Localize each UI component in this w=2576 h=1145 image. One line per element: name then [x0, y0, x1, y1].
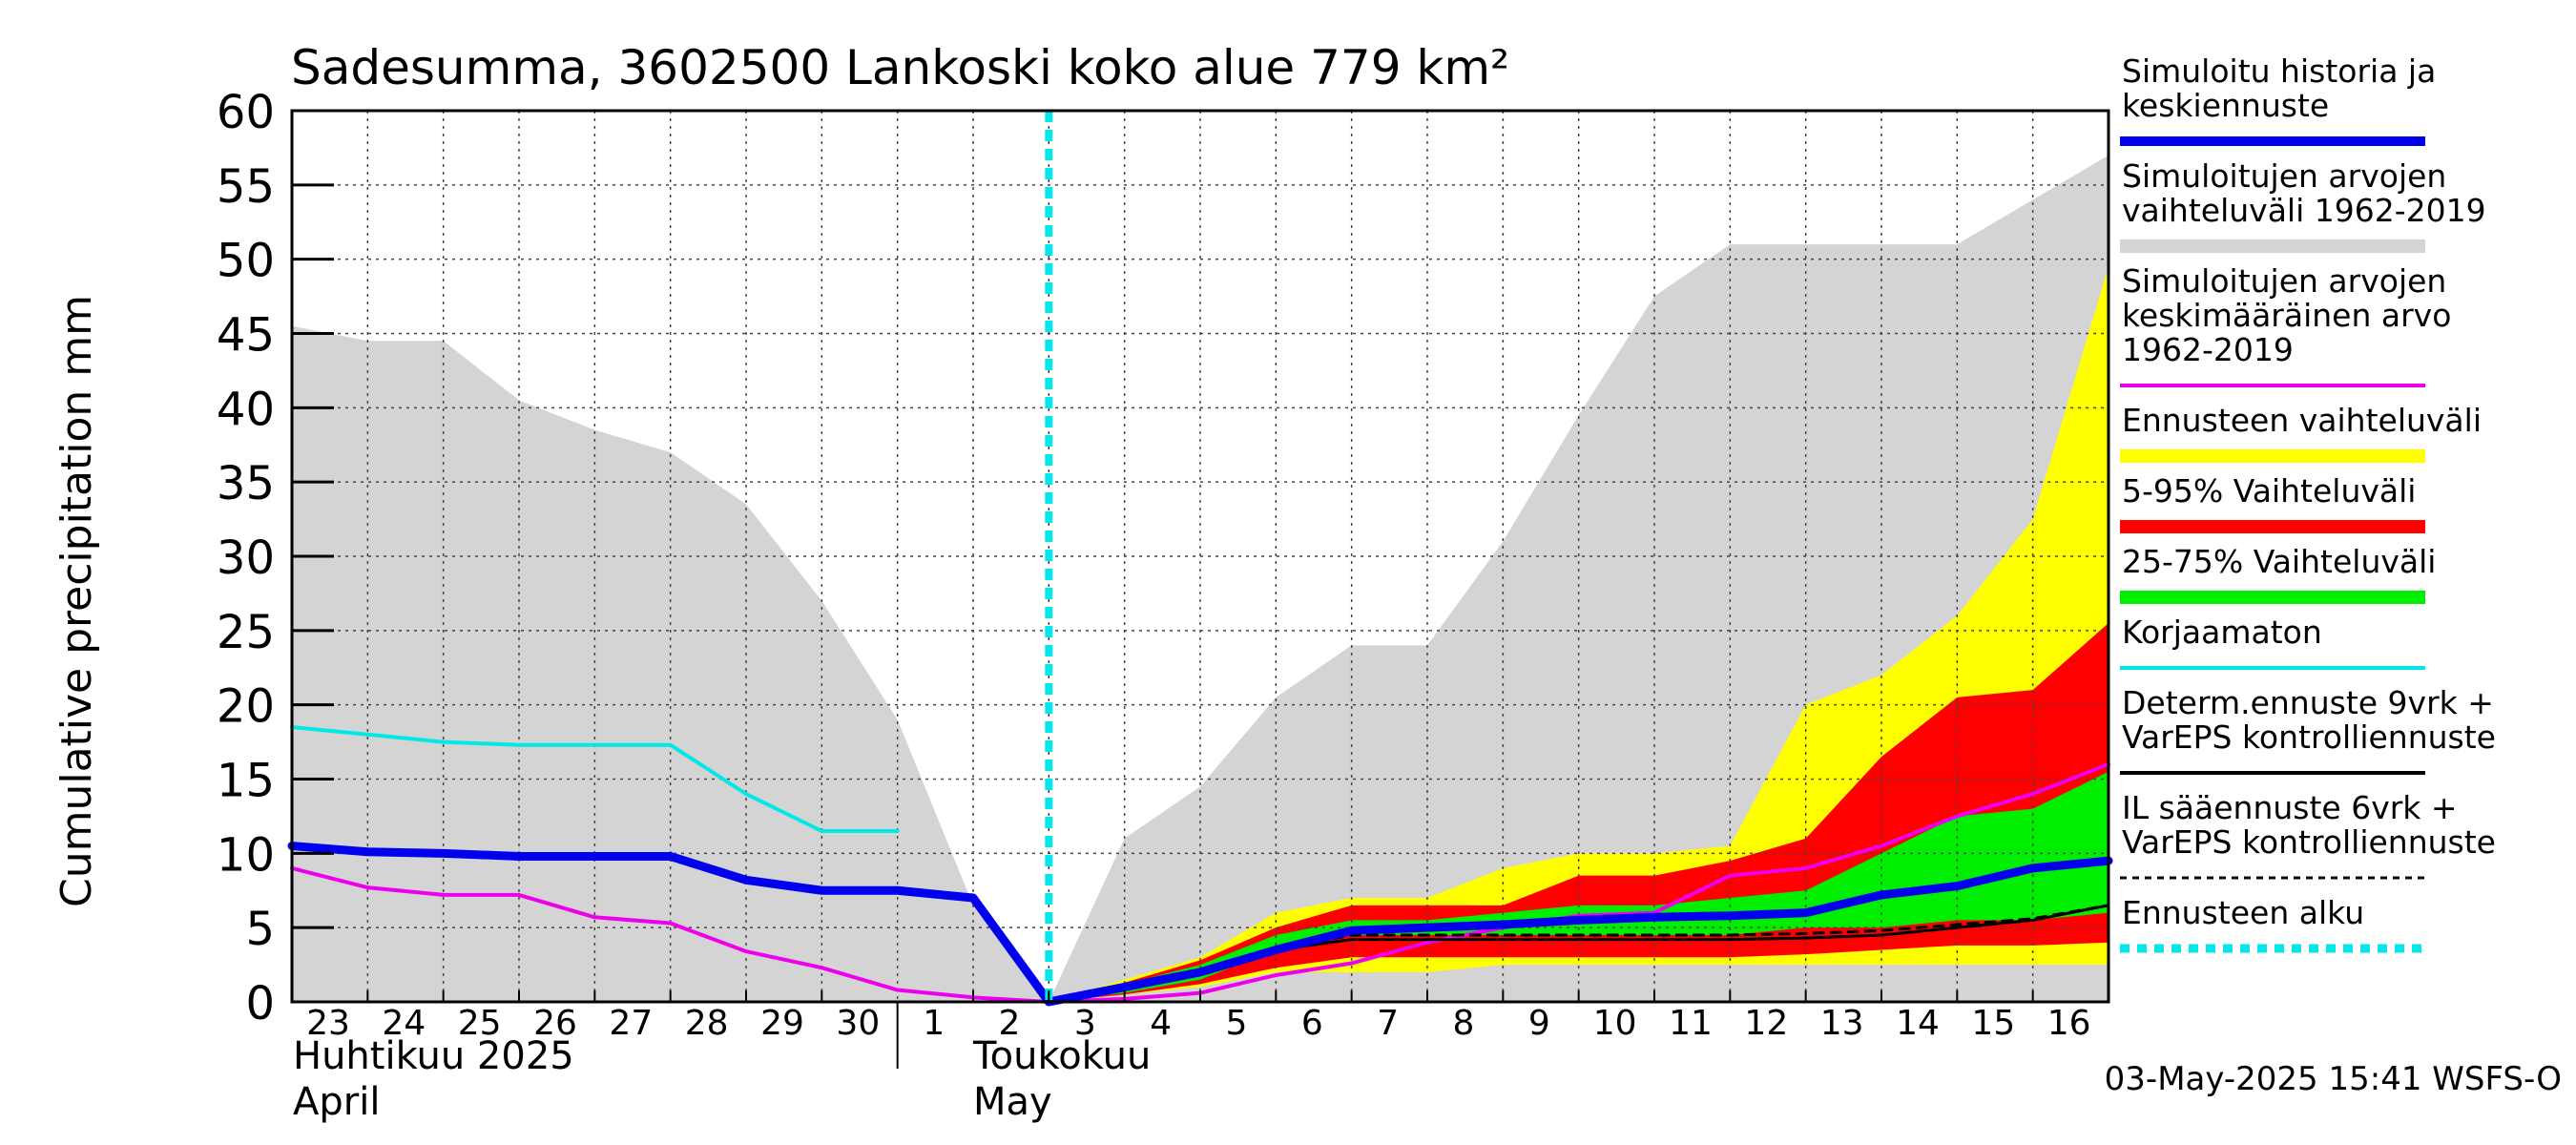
y-tick-label-45: 45	[217, 309, 275, 363]
y-tick-label-20: 20	[217, 680, 275, 734]
legend-label-line: Simuloitujen arvojen	[2122, 157, 2446, 195]
legend-label-line: Korjaamaton	[2122, 614, 2322, 651]
legend-label-line: VarEPS kontrolliennuste	[2122, 718, 2496, 756]
x-tick-label-10: 10	[1593, 1004, 1637, 1043]
legend-item-9: Ennusteen alku	[2120, 894, 2425, 953]
y-tick-label-30: 30	[217, 531, 275, 585]
legend-label-line: Ennusteen alku	[2122, 894, 2364, 931]
legend-item-8: IL sääennuste 6vrk + VarEPS kontrollienn…	[2120, 789, 2496, 880]
legend-label-line: vaihteluväli 1962-2019	[2122, 192, 2486, 229]
chart-title: Sadesumma, 3602500 Lankoski koko alue 77…	[291, 40, 1509, 95]
x-tick-label-13: 13	[1820, 1004, 1864, 1043]
x-tick-label-1: 1	[923, 1004, 945, 1043]
x-tick-label-7: 7	[1377, 1004, 1399, 1043]
x-tick-label-26: 26	[533, 1004, 577, 1043]
timestamp: 03-May-2025 15:41 WSFS-O	[2105, 1060, 2562, 1098]
x-tick-label-30: 30	[836, 1004, 880, 1043]
y-tick-label-0: 0	[245, 977, 275, 1030]
month-label-april-en: April	[293, 1080, 380, 1124]
y-axis-label: Cumulative precipitation mm	[52, 295, 101, 907]
x-tick-label-5: 5	[1226, 1004, 1248, 1043]
y-tick-label-60: 60	[217, 86, 275, 139]
x-tick-label-2: 2	[999, 1004, 1021, 1043]
month-label-may-en: May	[973, 1080, 1052, 1124]
legend-item-4: 5-95% Vaihteluväli	[2120, 472, 2425, 533]
x-tick-label-11: 11	[1669, 1004, 1713, 1043]
legend-label-line: IL sääennuste 6vrk +	[2122, 789, 2458, 826]
x-tick-label-4: 4	[1150, 1004, 1172, 1043]
legend-item-3: Ennusteen vaihteluväli	[2120, 402, 2482, 463]
x-tick-label-6: 6	[1301, 1004, 1323, 1043]
y-tick-label-15: 15	[217, 755, 275, 808]
x-tick-label-12: 12	[1744, 1004, 1788, 1043]
legend-label-line: Determ.ennuste 9vrk +	[2122, 684, 2494, 721]
month-label-may-fi: Toukokuu	[972, 1034, 1151, 1078]
legend-label-line: Simuloitu historia ja	[2122, 52, 2436, 90]
y-tick-label-50: 50	[217, 235, 275, 288]
x-tick-label-24: 24	[382, 1004, 426, 1043]
legend-item-7: Determ.ennuste 9vrk +VarEPS kontrollienn…	[2120, 684, 2496, 775]
x-tick-label-14: 14	[1896, 1004, 1940, 1043]
legend-label-line: 25-75% Vaihteluväli	[2122, 543, 2436, 580]
x-tick-label-23: 23	[306, 1004, 350, 1043]
y-tick-label-35: 35	[217, 457, 275, 510]
series-simuloitu-historia-ja-keskiennuste	[287, 842, 2113, 1007]
y-tick-label-55: 55	[217, 160, 275, 214]
legend-label-line: 5-95% Vaihteluväli	[2122, 472, 2416, 510]
x-tick-label-16: 16	[2047, 1004, 2091, 1043]
x-tick-label-15: 15	[1971, 1004, 2015, 1043]
x-tick-label-28: 28	[685, 1004, 729, 1043]
legend-label-line: keskiennuste	[2122, 87, 2329, 124]
legend-label-line: keskimääräinen arvo	[2122, 297, 2451, 334]
legend-label-line: VarEPS kontrolliennuste	[2122, 823, 2496, 861]
x-tick-label-8: 8	[1453, 1004, 1475, 1043]
x-tick-label-29: 29	[760, 1004, 804, 1043]
month-label-april-fi: Huhtikuu 2025	[293, 1034, 574, 1078]
x-tick-label-25: 25	[458, 1004, 502, 1043]
series-korjaamaton	[290, 725, 900, 833]
legend-label-line: Simuloitujen arvojen	[2122, 262, 2446, 300]
y-tick-label-5: 5	[245, 903, 275, 956]
x-tick-label-27: 27	[609, 1004, 653, 1043]
y-tick-label-10: 10	[217, 828, 275, 882]
y-tick-label-25: 25	[217, 606, 275, 659]
legend-item-5: 25-75% Vaihteluväli	[2120, 543, 2436, 604]
y-tick-label-40: 40	[217, 383, 275, 436]
legend-label-line: 1962-2019	[2122, 331, 2294, 368]
legend-item-6: Korjaamaton	[2120, 614, 2425, 670]
x-tick-label-9: 9	[1528, 1004, 1550, 1043]
legend-label-line: Ennusteen vaihteluväli	[2122, 402, 2482, 439]
x-tick-label-3: 3	[1074, 1004, 1096, 1043]
legend: Simuloitu historia jakeskiennusteSimuloi…	[2120, 52, 2496, 953]
